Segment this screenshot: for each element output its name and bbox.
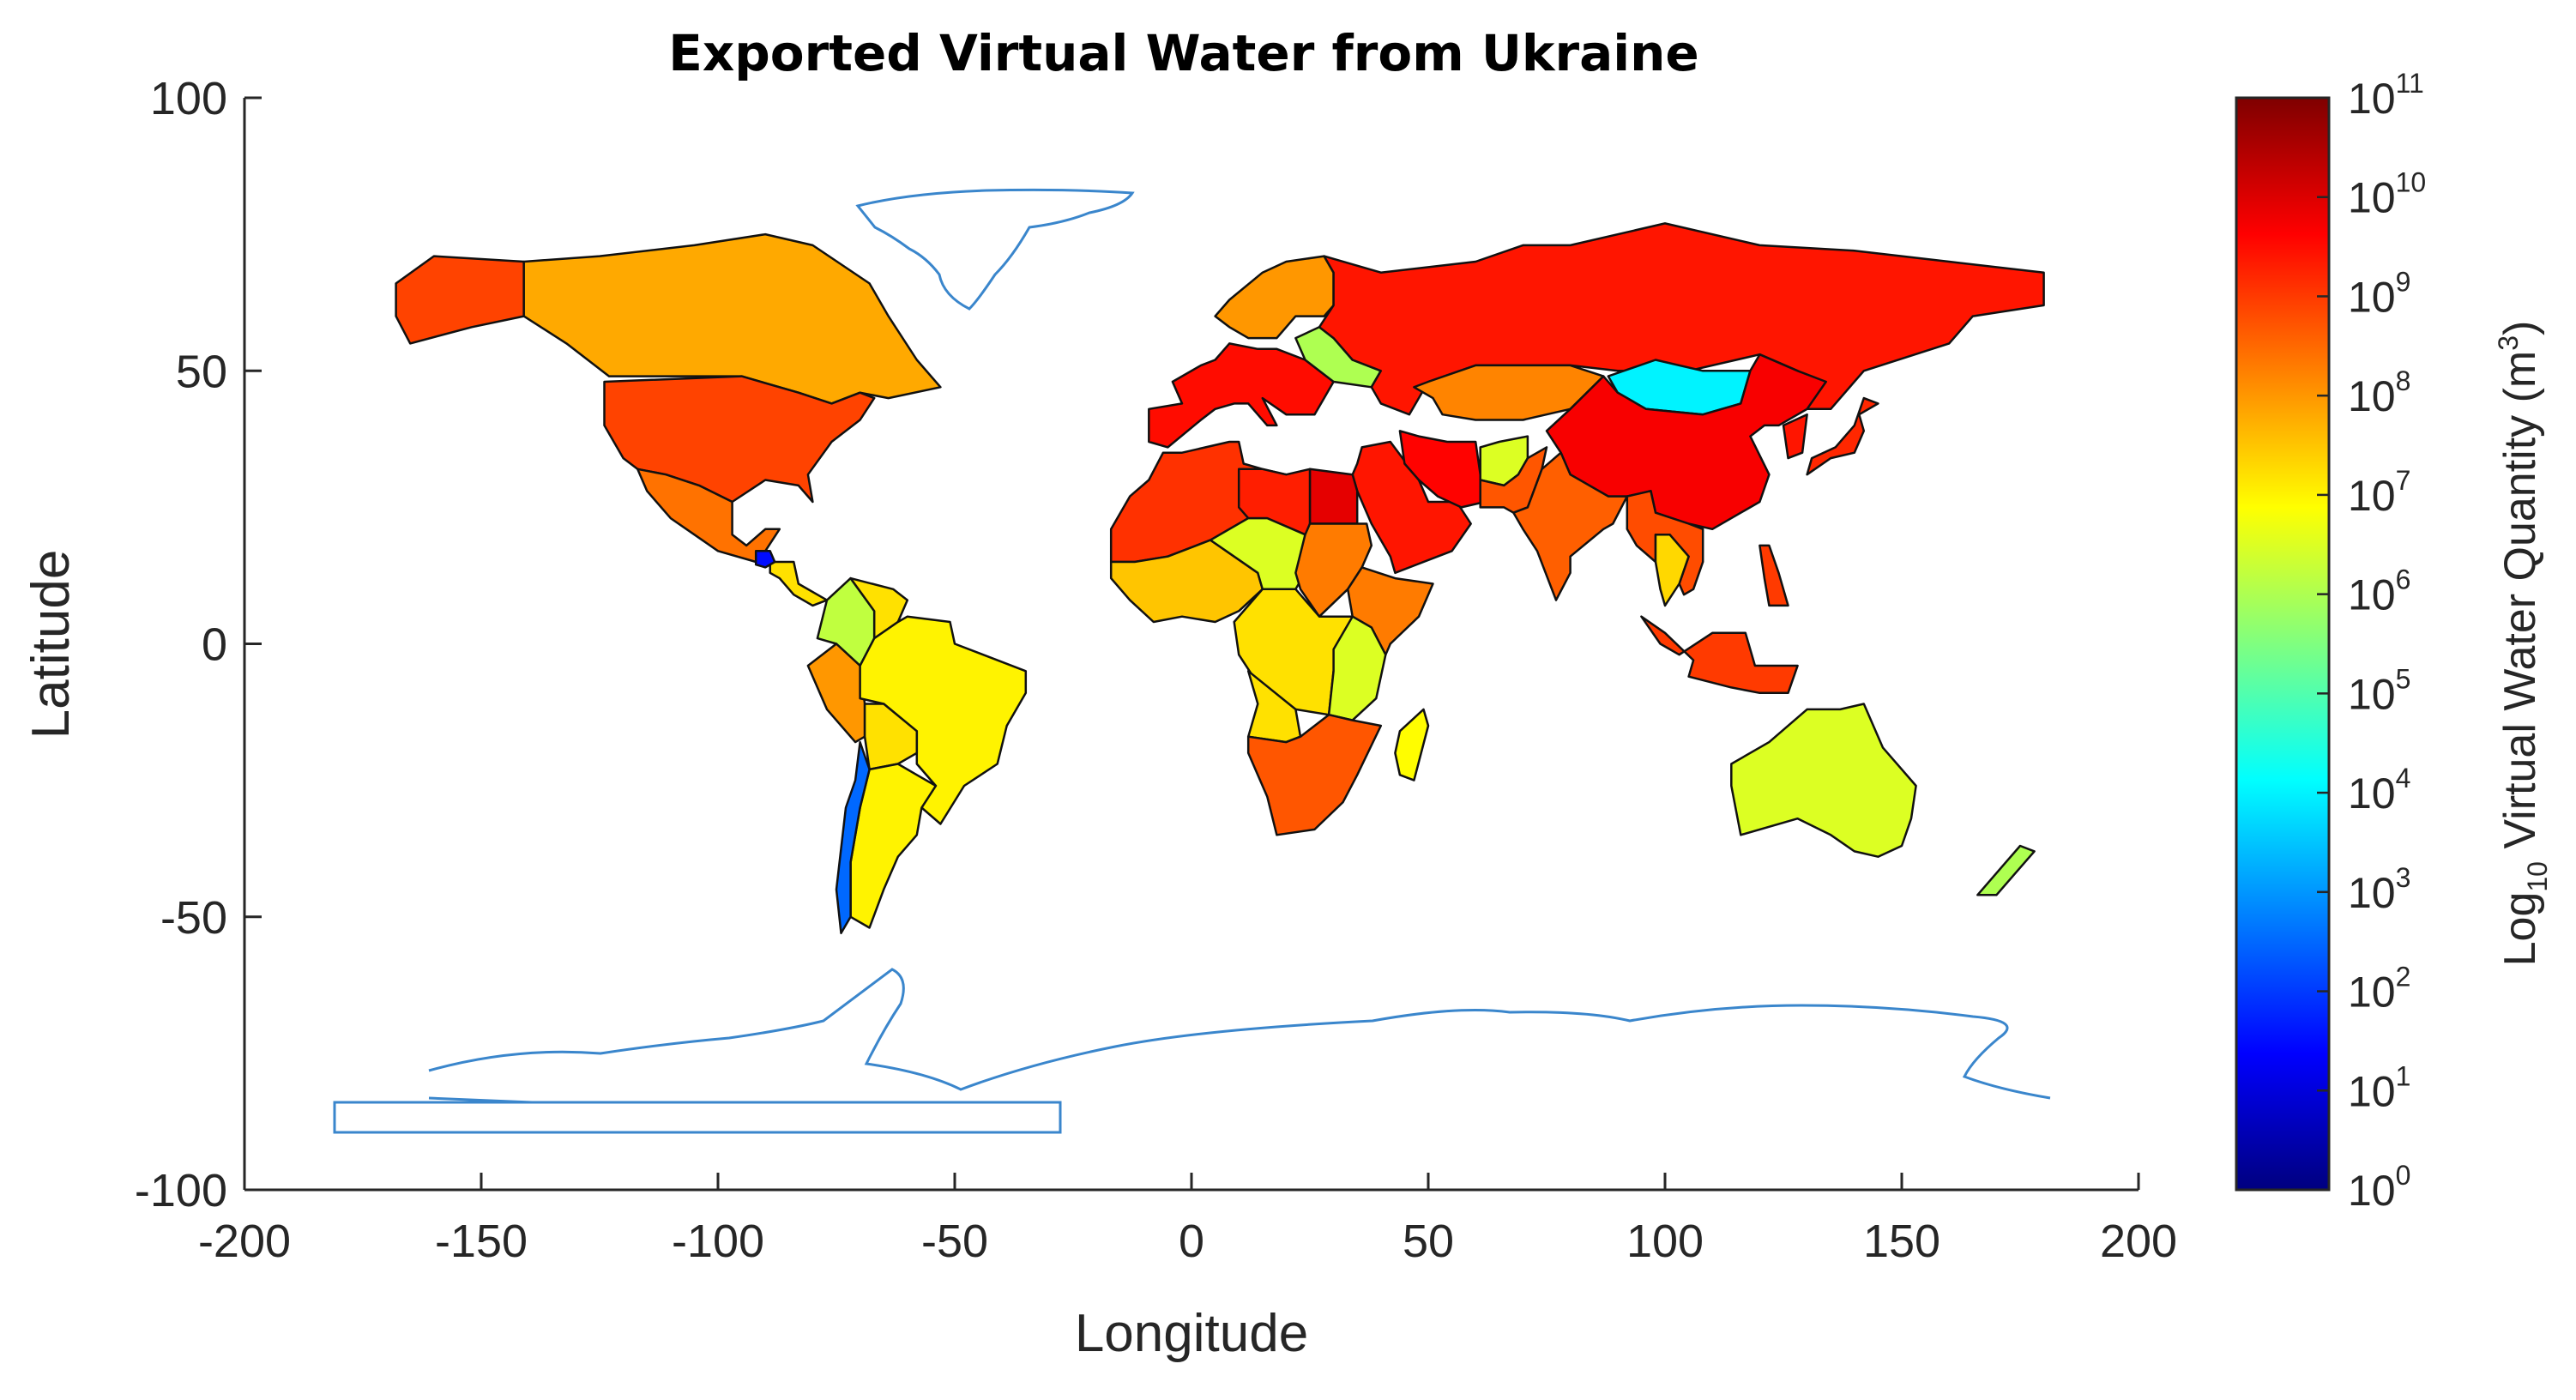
region-east-africa [1327,615,1387,721]
colorbar-tick-label: 102 [2348,962,2410,1017]
y-tick-label: 0 [202,619,227,671]
x-tick-label: 200 [2100,1216,2177,1267]
chart-title: Exported Virtual Water from Ukraine [668,24,1699,82]
region-egypt [1308,468,1359,525]
region-scandinavia [1214,255,1335,340]
region-korea [1782,413,1808,460]
region-india [1512,451,1629,601]
x-tick-label: -50 [921,1216,988,1267]
region-chile [835,740,871,935]
colorbar-tick-label: 104 [2348,763,2410,818]
region-middle-east [1351,440,1472,575]
region-western-europe [1148,342,1335,449]
y-tick-label: 100 [150,73,227,124]
region-ethiopia [1346,566,1434,656]
region-west-africa [1109,539,1264,624]
region-guatemala [754,550,776,569]
region-indonesia [1640,615,1799,695]
colorbar-tick-label: 101 [2348,1060,2410,1115]
y-axis-label: Latitude [21,550,81,739]
region-alaska [395,255,525,345]
region-madagascar [1394,708,1430,781]
y-tick-label: -100 [135,1165,227,1216]
region-thailand [1654,533,1690,607]
colorbar-ticks: 1011 1010 109 108 107 106 105 104 103 102 101 100 [2317,68,2426,1215]
region-philippines [1759,544,1789,607]
region-pakistan [1479,446,1548,514]
x-tick-label: -200 [198,1216,291,1267]
region-mexico [636,468,781,564]
antarctica-coastline [333,968,2051,1134]
map-layer [395,222,2045,935]
x-tick-label: -100 [672,1216,764,1267]
colorbar-tick-label: 103 [2348,862,2410,917]
y-tick-label: -50 [160,892,227,944]
region-canada [522,232,942,405]
region-southern-africa [1246,713,1383,836]
colorbar-tick-label: 1010 [2348,167,2426,222]
colorbar-tick-label: 105 [2348,663,2410,718]
region-australia [1730,703,1917,858]
colorbar [2235,96,2331,1192]
x-tick-label: 150 [1863,1216,1940,1267]
x-tick-label: 50 [1403,1216,1454,1267]
colorbar-tick-label: 109 [2348,266,2410,321]
colorbar-tick-label: 107 [2348,465,2410,520]
x-tick-label: -150 [435,1216,528,1267]
region-central-america [769,560,829,607]
y-axis-ticks: 100 50 0 -50 -100 [135,73,262,1216]
colorbar-tick-label: 1011 [2348,68,2424,123]
colorbar-tick-label: 108 [2348,365,2410,420]
colorbar-tick-label: 106 [2348,564,2410,619]
colorbar-label: Log10 Virtual Water Quantity (m3) [2493,321,2553,967]
region-southeast-asia [1626,490,1704,596]
y-tick-label: 50 [176,346,227,397]
region-japan [1806,396,1879,476]
greenland-coastline [855,188,1135,311]
region-bolivia [863,703,919,771]
x-tick-label: 0 [1179,1216,1204,1267]
x-tick-label: 100 [1626,1216,1704,1267]
x-axis-ticks: -200 -150 -100 -50 0 50 100 150 200 [198,1173,2177,1267]
colorbar-tick-label: 100 [2348,1160,2410,1215]
x-axis-label: Longitude [1075,1304,1308,1363]
region-new-zealand [1976,844,2036,896]
